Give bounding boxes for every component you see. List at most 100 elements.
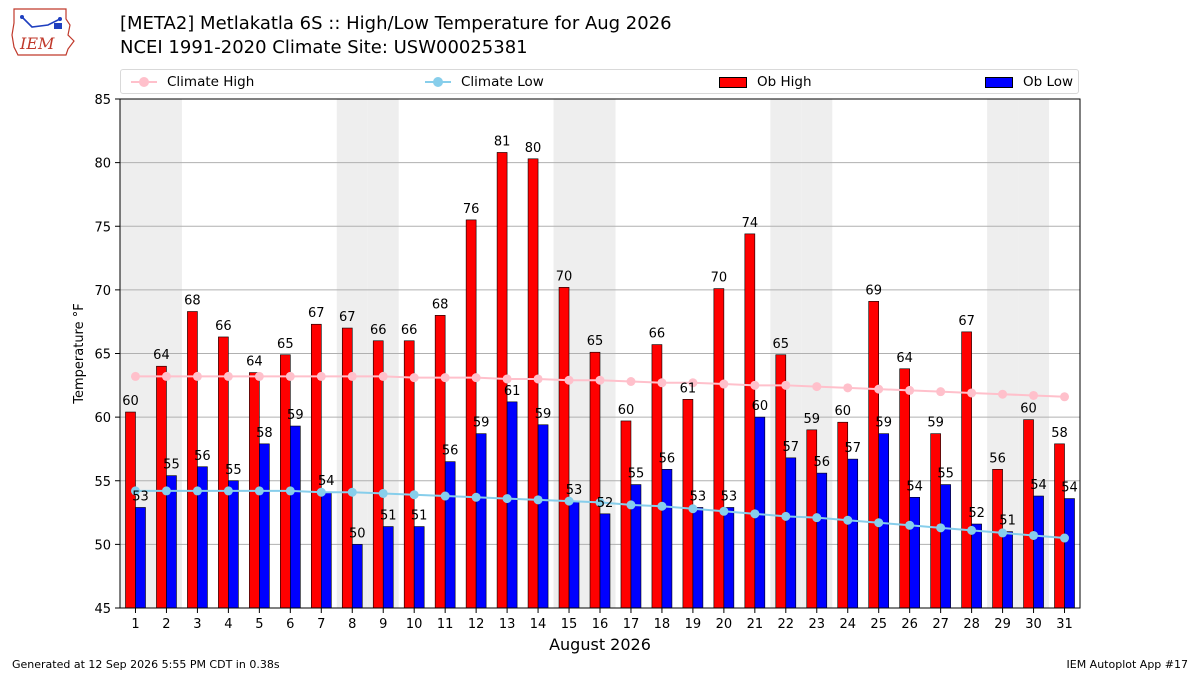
data-label-ob-high: 64 bbox=[896, 351, 913, 366]
data-label-ob-low: 55 bbox=[163, 458, 180, 473]
data-label-ob-low: 59 bbox=[287, 408, 304, 423]
bar-ob-low bbox=[1064, 498, 1075, 609]
data-label-ob-high: 81 bbox=[494, 134, 511, 149]
climate-high-point bbox=[502, 374, 512, 384]
x-tick-label: 12 bbox=[468, 617, 485, 632]
climate-low-point bbox=[874, 518, 884, 528]
climate-low-point bbox=[440, 491, 450, 501]
bar-ob-low bbox=[1033, 495, 1044, 609]
climate-high-point bbox=[378, 371, 388, 381]
data-label-ob-low: 53 bbox=[566, 483, 583, 498]
data-label-ob-high: 61 bbox=[680, 381, 697, 396]
bar-ob-low bbox=[940, 484, 951, 609]
bar-ob-high bbox=[527, 158, 539, 609]
bar-ob-low bbox=[166, 475, 177, 609]
x-tick-label: 24 bbox=[839, 617, 856, 632]
data-label-ob-low: 56 bbox=[659, 451, 676, 466]
bar-ob-low bbox=[785, 457, 797, 609]
climate-high-point bbox=[843, 383, 853, 393]
climate-low-point bbox=[750, 509, 760, 519]
bar-ob-high bbox=[125, 411, 136, 609]
chart-title: [META2] Metlakatla 6S :: High/Low Temper… bbox=[120, 13, 672, 34]
climate-low-point bbox=[998, 528, 1008, 538]
bar-ob-high bbox=[372, 340, 384, 609]
data-label-ob-low: 54 bbox=[318, 474, 335, 489]
data-label-ob-high: 76 bbox=[463, 202, 480, 217]
climate-high-point bbox=[657, 378, 667, 388]
climate-low-point bbox=[285, 486, 295, 496]
data-label-ob-high: 67 bbox=[958, 314, 975, 329]
legend-patch-ob-low bbox=[985, 76, 1013, 88]
x-tick-label: 21 bbox=[747, 617, 764, 632]
bar-ob-low bbox=[847, 458, 859, 609]
bar-ob-high bbox=[992, 468, 1003, 609]
bar-ob-high bbox=[775, 354, 787, 609]
x-tick-label: 20 bbox=[716, 617, 733, 632]
data-label-ob-high: 65 bbox=[773, 337, 790, 352]
bar-ob-high bbox=[620, 420, 632, 609]
bar-ob-low bbox=[475, 433, 487, 609]
climate-low-point bbox=[719, 506, 729, 516]
data-label-ob-low: 61 bbox=[504, 384, 521, 399]
climate-high-point bbox=[998, 389, 1008, 399]
data-label-ob-high: 56 bbox=[989, 451, 1006, 466]
data-label-ob-high: 80 bbox=[525, 141, 542, 156]
climate-high-point bbox=[936, 387, 946, 397]
data-label-ob-high: 69 bbox=[865, 283, 882, 298]
x-tick-label: 26 bbox=[901, 617, 918, 632]
data-label-ob-low: 56 bbox=[442, 444, 459, 459]
climate-high-point bbox=[440, 373, 450, 383]
climate-low-point bbox=[905, 520, 915, 530]
data-label-ob-low: 54 bbox=[906, 479, 923, 494]
bar-ob-low bbox=[537, 424, 549, 609]
bar-ob-high bbox=[558, 287, 570, 609]
bar-ob-high bbox=[434, 315, 446, 609]
climate-high-point bbox=[409, 373, 419, 383]
iem-logo-text: IEM bbox=[19, 34, 55, 53]
climate-low-point bbox=[254, 486, 264, 496]
climate-low-point bbox=[471, 492, 481, 502]
bar-ob-low bbox=[599, 513, 611, 609]
bar-ob-low bbox=[816, 472, 828, 609]
climate-high-point bbox=[192, 371, 202, 381]
x-tick-label: 3 bbox=[193, 617, 201, 632]
data-label-ob-high: 60 bbox=[834, 404, 851, 419]
bar-ob-low bbox=[413, 526, 425, 609]
legend-item-climate-high: Climate High bbox=[131, 74, 254, 90]
y-axis-label: Temperature °F bbox=[72, 303, 87, 404]
y-tick-label: 55 bbox=[94, 475, 111, 490]
climate-high-point bbox=[781, 380, 791, 390]
iem-logo: IEM bbox=[11, 8, 75, 56]
x-tick-label: 4 bbox=[224, 617, 232, 632]
data-label-ob-high: 60 bbox=[1020, 402, 1037, 417]
x-axis-label: August 2026 bbox=[549, 635, 651, 654]
bar-ob-low bbox=[692, 507, 704, 609]
data-label-ob-high: 66 bbox=[649, 327, 666, 342]
bar-ob-low bbox=[661, 468, 673, 609]
climate-high-point bbox=[285, 371, 295, 381]
bar-ob-high bbox=[1054, 443, 1065, 609]
climate-high-point bbox=[533, 374, 543, 384]
x-tick-label: 10 bbox=[406, 617, 423, 632]
y-tick-label: 75 bbox=[94, 220, 111, 235]
climate-high-point bbox=[812, 382, 822, 392]
x-tick-label: 11 bbox=[437, 617, 454, 632]
chart-subtitle: NCEI 1991-2020 Climate Site: USW00025381 bbox=[120, 37, 528, 58]
climate-low-point bbox=[347, 487, 357, 497]
legend-label-ob-low: Ob Low bbox=[1023, 74, 1074, 90]
data-label-ob-high: 58 bbox=[1051, 426, 1068, 441]
data-label-ob-high: 67 bbox=[308, 306, 325, 321]
y-tick-label: 80 bbox=[94, 157, 111, 172]
x-tick-label: 25 bbox=[870, 617, 887, 632]
x-tick-label: 15 bbox=[561, 617, 578, 632]
bar-ob-low bbox=[320, 491, 332, 609]
x-tick-label: 28 bbox=[963, 617, 980, 632]
climate-high-point bbox=[688, 378, 698, 388]
bar-ob-low bbox=[259, 443, 270, 609]
bar-ob-low bbox=[382, 526, 394, 609]
data-label-ob-high: 67 bbox=[339, 310, 356, 325]
climate-low-point bbox=[688, 504, 698, 514]
x-tick-label: 13 bbox=[499, 617, 516, 632]
climate-low-point bbox=[843, 515, 853, 525]
footer-app: IEM Autoplot App #17 bbox=[1066, 658, 1189, 671]
